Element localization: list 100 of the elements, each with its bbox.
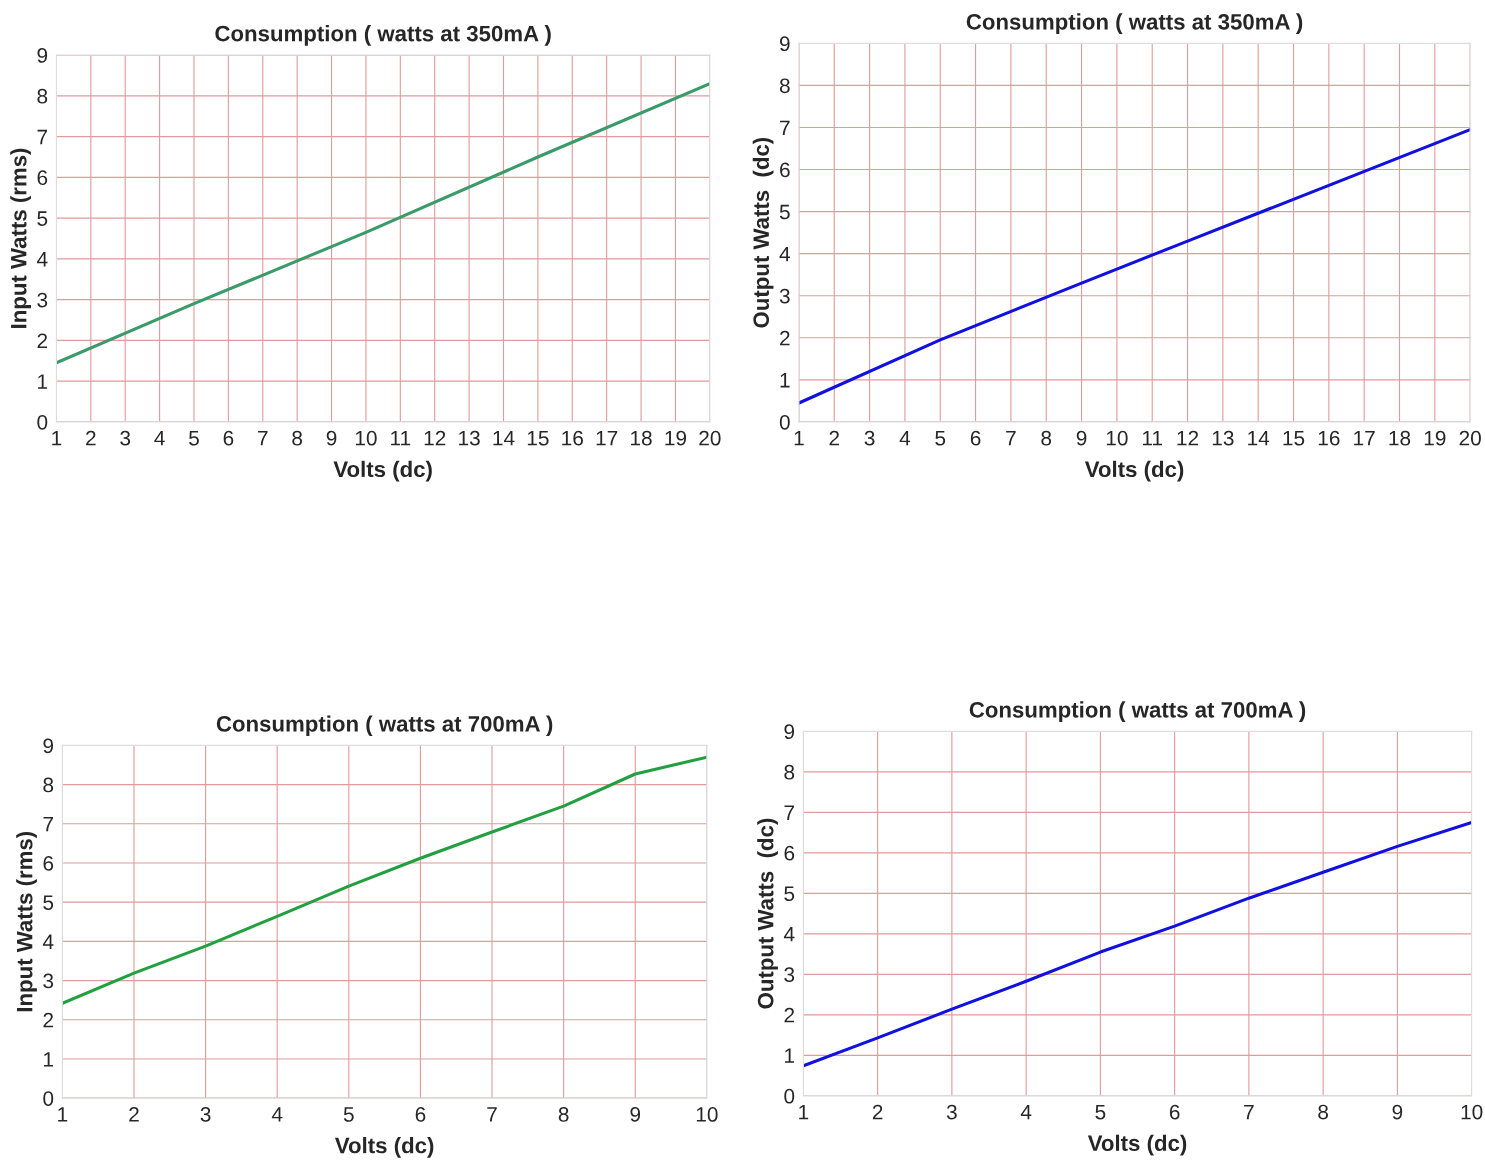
x-tick-label: 3	[200, 1107, 211, 1122]
y-tick-label: 1	[780, 373, 790, 388]
x-tick-label: 2	[86, 430, 96, 446]
x-tick-label: 20	[1459, 430, 1481, 446]
x-tick-label: 8	[1041, 430, 1052, 446]
x-tick-label: 8	[558, 1107, 569, 1122]
x-tick-label: 14	[1248, 431, 1270, 446]
x-tick-label: 16	[562, 430, 583, 446]
x-tick-label: 7	[487, 1107, 497, 1122]
x-tick-label: 12	[424, 430, 446, 446]
x-tick-label: 3	[946, 1104, 957, 1120]
y-tick-label: 3	[43, 973, 54, 989]
y-tick-label: 6	[784, 845, 795, 861]
y-tick-label: 5	[779, 204, 790, 220]
x-tick-label: 16	[1318, 430, 1340, 446]
x-tick-label: 2	[829, 430, 840, 446]
x-tick-label: 8	[292, 430, 303, 446]
y-tick-label: 2	[784, 1007, 795, 1023]
y-tick-label: 4	[779, 246, 790, 262]
x-tick-label: 19	[665, 430, 687, 446]
y-tick-label: 0	[43, 1091, 54, 1106]
x-tick-label: 5	[1095, 1104, 1106, 1120]
chart-title: Consumption ( watts at 350mA )	[966, 13, 1303, 35]
chart-title: Consumption ( watts at 350mA )	[215, 25, 551, 46]
y-tick-label: 5	[37, 211, 48, 226]
y-tick-label: 0	[37, 414, 48, 430]
x-tick-label: 10	[1106, 430, 1128, 446]
x-tick-label: 4	[899, 431, 911, 446]
y-tick-label: 2	[780, 330, 790, 346]
x-tick-label: 11	[1142, 431, 1163, 446]
x-tick-label: 18	[1389, 430, 1411, 446]
x-axis-title: Volts (dc)	[1084, 460, 1184, 482]
x-tick-label: 7	[258, 431, 268, 446]
y-tick-label: 9	[43, 738, 54, 754]
y-tick-label: 8	[784, 764, 795, 780]
x-axis-title: Volts (dc)	[333, 460, 432, 482]
y-axis-title: Output Watts (dc)	[757, 818, 778, 1009]
chart-title: Consumption ( watts at 700mA )	[969, 701, 1306, 723]
y-tick-label: 4	[36, 252, 48, 267]
y-tick-label: 2	[37, 333, 48, 348]
y-axis-title: Output Watts (dc)	[752, 137, 774, 328]
x-tick-label: 17	[596, 431, 618, 446]
y-tick-label: 7	[43, 817, 53, 832]
x-tick-label: 7	[1006, 431, 1016, 446]
x-tick-label: 5	[189, 431, 199, 446]
y-tick-label: 5	[784, 886, 795, 902]
chart-title: Consumption ( watts at 700mA )	[216, 715, 553, 737]
y-tick-label: 7	[780, 120, 790, 136]
x-tick-label: 19	[1424, 430, 1446, 446]
y-tick-label: 8	[37, 88, 48, 104]
y-tick-label: 6	[37, 170, 48, 186]
line-series	[62, 755, 707, 1005]
x-tick-label: 17	[1354, 431, 1375, 446]
x-tick-label: 10	[696, 1107, 718, 1122]
line-series	[56, 82, 710, 365]
x-tick-label: 20	[699, 430, 721, 446]
y-tick-label: 8	[43, 777, 54, 793]
x-tick-label: 9	[1392, 1104, 1403, 1120]
x-tick-label: 1	[58, 1107, 68, 1122]
x-tick-label: 2	[129, 1107, 139, 1122]
x-tick-label: 6	[415, 1107, 426, 1122]
x-tick-label: 9	[326, 430, 337, 446]
y-tick-label: 5	[43, 895, 54, 910]
x-tick-label: 15	[1283, 431, 1305, 446]
x-tick-label: 12	[1177, 430, 1199, 446]
y-tick-label: 2	[43, 1012, 53, 1028]
y-tick-label: 4	[42, 934, 54, 949]
x-tick-label: 10	[355, 430, 377, 446]
x-tick-label: 4	[271, 1107, 283, 1122]
x-tick-label: 1	[799, 1104, 809, 1120]
y-axis-title: Input Watts (rms)	[16, 831, 37, 1012]
x-tick-label: 10	[1461, 1104, 1483, 1120]
x-axis-title: Volts (dc)	[1087, 1134, 1187, 1156]
x-tick-label: 6	[223, 430, 234, 446]
y-tick-label: 1	[785, 1048, 795, 1063]
line-series	[798, 128, 1471, 405]
x-tick-label: 2	[872, 1104, 883, 1120]
x-tick-label: 6	[1169, 1104, 1180, 1120]
x-tick-label: 9	[630, 1107, 641, 1122]
y-axis-title: Input Watts (rms)	[10, 148, 31, 328]
y-tick-label: 9	[779, 36, 790, 52]
x-tick-label: 3	[120, 430, 131, 446]
x-axis-title: Volts (dc)	[334, 1137, 434, 1158]
y-tick-label: 3	[779, 288, 790, 304]
x-tick-label: 13	[459, 430, 480, 446]
x-tick-label: 15	[527, 431, 549, 446]
y-tick-label: 9	[37, 48, 48, 63]
y-tick-label: 4	[783, 927, 795, 942]
x-tick-label: 3	[864, 430, 875, 446]
x-tick-label: 4	[1020, 1104, 1032, 1120]
y-tick-label: 3	[37, 292, 48, 308]
y-tick-label: 6	[780, 162, 790, 178]
line-series	[803, 820, 1472, 1068]
y-tick-label: 1	[44, 1052, 54, 1067]
y-tick-label: 7	[37, 129, 48, 145]
x-tick-label: 6	[970, 430, 981, 446]
x-tick-label: 8	[1318, 1104, 1329, 1120]
x-tick-label: 5	[343, 1107, 354, 1122]
x-tick-label: 5	[935, 431, 946, 446]
y-tick-label: 0	[779, 414, 790, 430]
